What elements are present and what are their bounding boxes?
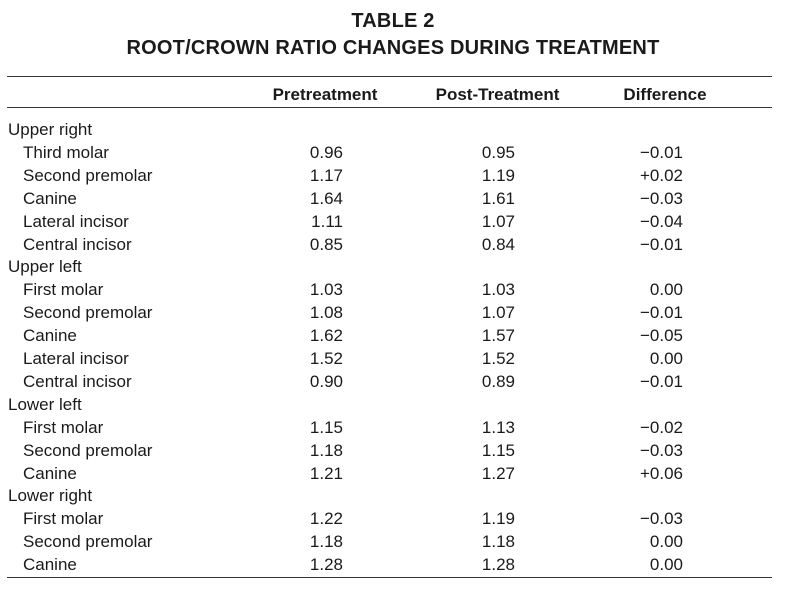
post-treatment-value: 1.19 xyxy=(481,509,515,529)
group-heading-row: Lower left xyxy=(0,393,786,416)
pretreatment-value: 1.21 xyxy=(309,463,343,483)
tooth-label: Central incisor xyxy=(23,234,132,254)
difference-value: 0.00 xyxy=(649,555,683,575)
tooth-label: Second premolar xyxy=(23,440,153,460)
post-treatment-value: 1.28 xyxy=(481,555,515,575)
post-treatment-value: 1.15 xyxy=(481,440,515,460)
pretreatment-value: 1.28 xyxy=(309,555,343,575)
group-heading-row: Upper right xyxy=(0,118,786,141)
pretreatment-value: 1.52 xyxy=(309,349,343,368)
pretreatment-value: 0.96 xyxy=(309,142,343,162)
bottom-rule xyxy=(7,577,772,578)
post-treatment-value: 1.27 xyxy=(481,463,515,483)
post-treatment-value: 1.03 xyxy=(481,280,515,300)
table-row: Third molar 0.96 0.95 −0.01 xyxy=(0,141,786,164)
table-row: Canine 1.21 1.27 +0.06 xyxy=(0,462,786,485)
table-row: Second premolar 1.08 1.07 −0.01 xyxy=(0,301,786,324)
top-rule xyxy=(7,76,772,77)
tooth-label: Canine xyxy=(23,188,77,208)
difference-value: −0.03 xyxy=(639,188,683,208)
difference-value: −0.01 xyxy=(639,234,683,254)
table-row: Second premolar 1.18 1.15 −0.03 xyxy=(0,439,786,462)
difference-value: +0.06 xyxy=(639,463,683,483)
table-row: Lateral incisor 1.11 1.07 −0.04 xyxy=(0,210,786,233)
table-row: Central incisor 0.90 0.89 −0.01 xyxy=(0,370,786,393)
post-treatment-value: 1.52 xyxy=(481,349,515,368)
pretreatment-value: 1.03 xyxy=(309,280,343,300)
tooth-label: Second premolar xyxy=(23,303,153,323)
pretreatment-value: 1.11 xyxy=(311,211,343,231)
column-header-post-treatment: Post-Treatment xyxy=(435,85,560,104)
column-header-pretreatment: Pretreatment xyxy=(272,85,378,104)
difference-value: 0.00 xyxy=(649,349,683,368)
difference-value: −0.03 xyxy=(639,440,683,460)
difference-value: 0.00 xyxy=(649,280,683,300)
difference-value: −0.02 xyxy=(639,417,683,437)
tooth-label: Lateral incisor xyxy=(23,211,129,231)
table-row: Second premolar 1.17 1.19 +0.02 xyxy=(0,164,786,187)
tooth-label: First molar xyxy=(23,417,104,437)
post-treatment-value: 0.84 xyxy=(481,234,515,254)
tooth-label: Lateral incisor xyxy=(23,349,129,368)
post-treatment-value: 1.18 xyxy=(481,532,515,552)
tooth-label: First molar xyxy=(23,280,104,300)
difference-value: −0.04 xyxy=(639,211,683,231)
table-row: Canine 1.62 1.57 −0.05 xyxy=(0,324,786,347)
tooth-label: Canine xyxy=(23,463,77,483)
table-title: TABLE 2 xyxy=(351,10,435,32)
pretreatment-value: 1.18 xyxy=(309,532,343,552)
group-heading-row: Upper left xyxy=(0,255,786,278)
pretreatment-value: 1.62 xyxy=(309,326,343,346)
table-row: Central incisor 0.85 0.84 −0.01 xyxy=(0,233,786,256)
tooth-label: Second premolar xyxy=(23,165,153,185)
pretreatment-value: 1.15 xyxy=(309,417,343,437)
post-treatment-value: 1.07 xyxy=(481,303,515,323)
tooth-label: First molar xyxy=(23,509,104,529)
table-subtitle: ROOT/CROWN RATIO CHANGES DURING TREATMEN… xyxy=(126,37,660,59)
post-treatment-value: 1.19 xyxy=(481,165,515,185)
tooth-label: Canine xyxy=(23,326,77,346)
difference-value: 0.00 xyxy=(649,532,683,552)
tooth-label: Canine xyxy=(23,555,77,575)
pretreatment-value: 0.90 xyxy=(309,371,343,391)
difference-value: +0.02 xyxy=(639,165,683,185)
table-row: Canine 1.64 1.61 −0.03 xyxy=(0,187,786,210)
post-treatment-value: 1.07 xyxy=(481,211,515,231)
table-row: First molar 1.22 1.19 −0.03 xyxy=(0,507,786,530)
tooth-label: Second premolar xyxy=(23,532,153,552)
pretreatment-value: 1.17 xyxy=(309,165,343,185)
post-treatment-value: 0.89 xyxy=(481,371,515,391)
header-rule xyxy=(7,107,772,108)
post-treatment-value: 1.13 xyxy=(481,417,515,437)
group-label: Upper left xyxy=(8,257,82,277)
pretreatment-value: 1.64 xyxy=(309,188,343,208)
table-row: First molar 1.15 1.13 −0.02 xyxy=(0,416,786,439)
pretreatment-value: 1.08 xyxy=(309,303,343,323)
group-label: Lower left xyxy=(8,394,82,414)
table-row: First molar 1.03 1.03 0.00 xyxy=(0,278,786,301)
difference-value: −0.01 xyxy=(639,371,683,391)
table-row: Lateral incisor 1.52 1.52 0.00 xyxy=(0,347,786,370)
pretreatment-value: 1.18 xyxy=(309,440,343,460)
group-heading-row: Lower right xyxy=(0,484,786,507)
tooth-label: Central incisor xyxy=(23,371,132,391)
pretreatment-value: 1.22 xyxy=(309,509,343,529)
column-header-difference: Difference xyxy=(623,85,707,104)
post-treatment-value: 1.57 xyxy=(481,326,515,346)
difference-value: −0.03 xyxy=(639,509,683,529)
post-treatment-value: 0.95 xyxy=(481,142,515,162)
difference-value: −0.01 xyxy=(639,142,683,162)
group-label: Lower right xyxy=(8,486,93,506)
group-label: Upper right xyxy=(8,120,93,139)
table-row: Canine 1.28 1.28 0.00 xyxy=(0,553,786,576)
post-treatment-value: 1.61 xyxy=(481,188,515,208)
table-row: Second premolar 1.18 1.18 0.00 xyxy=(0,530,786,553)
difference-value: −0.05 xyxy=(639,326,683,346)
tooth-label: Third molar xyxy=(23,142,109,162)
pretreatment-value: 0.85 xyxy=(309,234,343,254)
difference-value: −0.01 xyxy=(639,303,683,323)
